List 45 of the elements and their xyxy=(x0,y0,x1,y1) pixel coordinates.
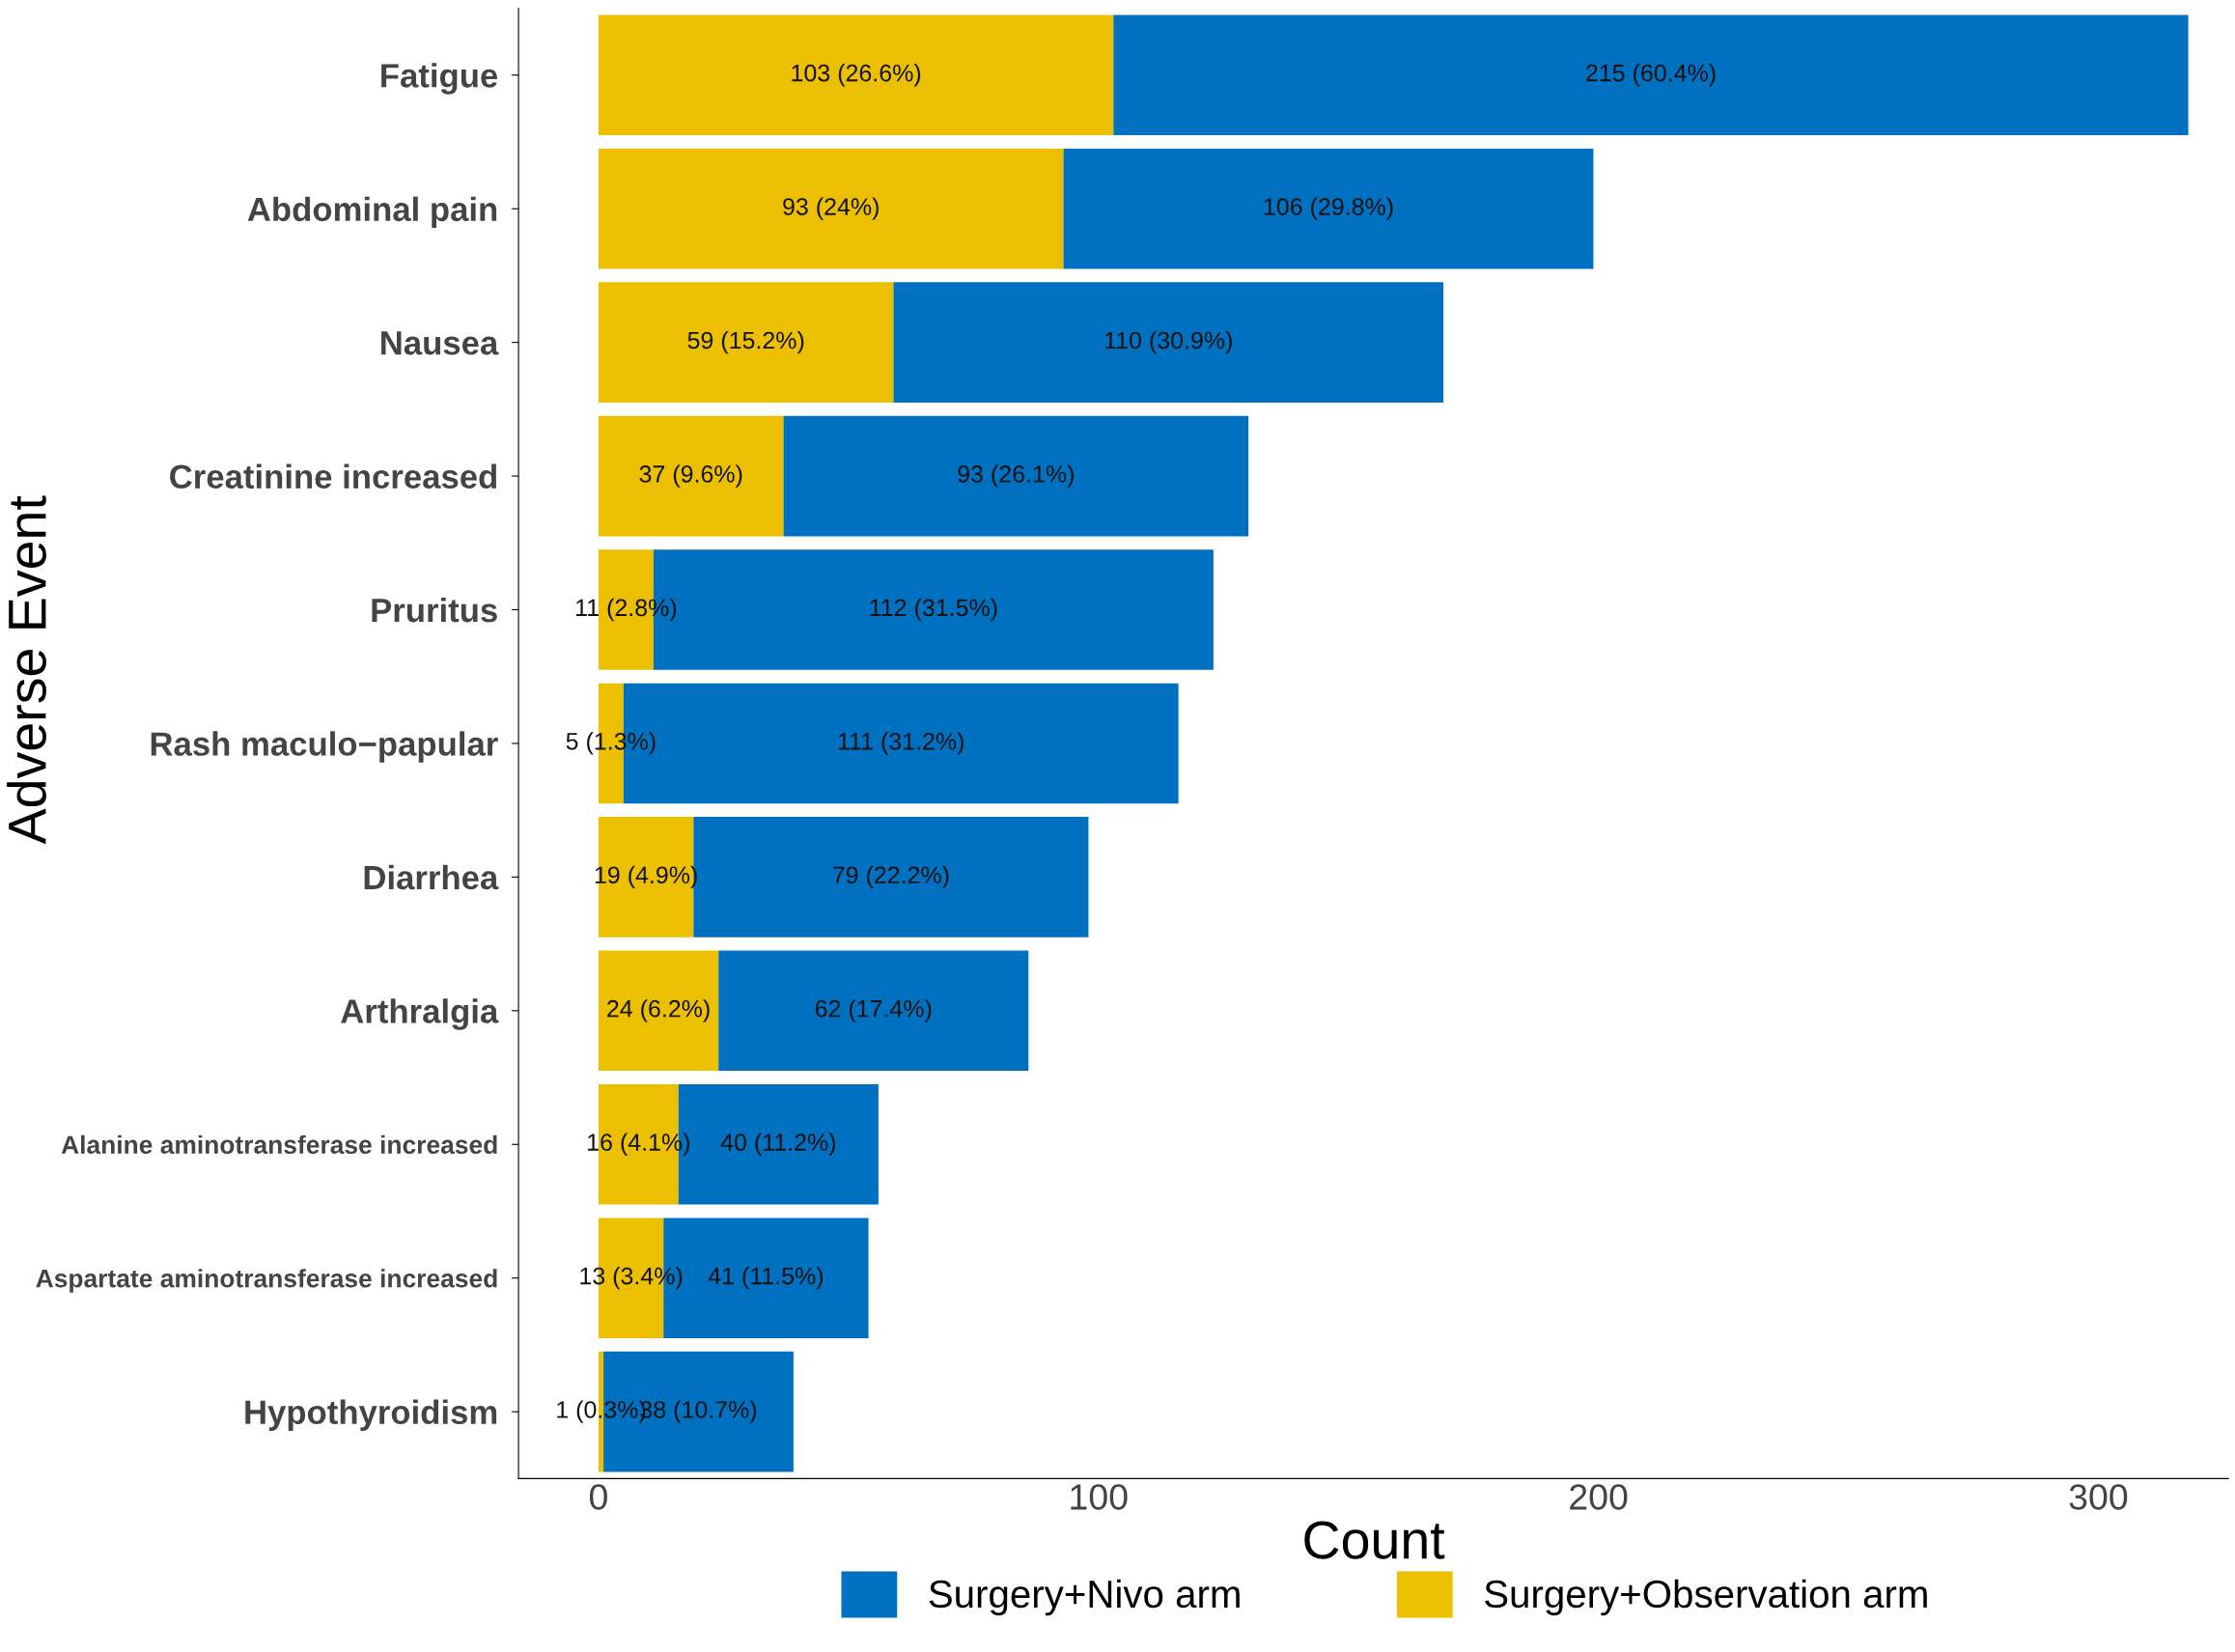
x-tick-label: 200 xyxy=(1570,1484,1628,1510)
y-tick-label: Abdominal pain xyxy=(247,196,497,228)
bar xyxy=(598,148,1064,269)
data-label: 110 (30.9%) xyxy=(1104,330,1232,354)
data-label: 106 (29.8%) xyxy=(1264,197,1393,220)
data-label: 62 (17.4%) xyxy=(815,999,932,1022)
y-tick-label: Nausea xyxy=(381,331,499,355)
y-axis-title: Adverse Event xyxy=(7,495,46,845)
bar xyxy=(598,415,784,537)
bar xyxy=(598,282,894,403)
data-label: 79 (22.2%) xyxy=(833,865,949,889)
bar xyxy=(1063,148,1594,269)
data-label: 59 (15.2%) xyxy=(687,330,804,354)
x-axis-title: Count xyxy=(1304,1521,1445,1559)
y-tick-label: Pruritus xyxy=(372,597,497,623)
data-label: 93 (26.1%) xyxy=(958,464,1074,488)
x-tick-label: 0 xyxy=(589,1484,607,1510)
bar xyxy=(893,282,1444,403)
legend-label: Surgery+Observation arm xyxy=(1485,1579,1927,1616)
y-tick-label: Rash maculo−papular xyxy=(151,731,498,763)
data-label: 24 (6.2%) xyxy=(607,999,710,1022)
bar xyxy=(783,415,1249,537)
legend-label: Surgery+Nivo arm xyxy=(929,1579,1240,1616)
y-tick-label: Aspartate aminotransferase increased xyxy=(36,1269,497,1293)
y-tick-label: Alanine aminotransferase increased xyxy=(61,1134,497,1155)
data-label: 93 (24%) xyxy=(783,197,879,220)
x-tick-label: 100 xyxy=(1071,1484,1128,1510)
y-tick-label: Creatinine increased xyxy=(170,463,496,489)
x-tick-label: 300 xyxy=(2069,1484,2128,1510)
y-tick-label: Arthralgia xyxy=(341,998,499,1030)
bar xyxy=(718,950,1029,1072)
data-label: 103 (26.6%) xyxy=(792,64,921,87)
data-label: 111 (31.2%) xyxy=(838,732,964,755)
data-label: 41 (11.5%) xyxy=(708,1267,824,1290)
bar xyxy=(598,950,719,1072)
data-label: 40 (11.2%) xyxy=(720,1133,836,1156)
data-label: 215 (60.4%) xyxy=(1586,64,1716,87)
y-tick-label: Fatigue xyxy=(381,63,498,95)
bar xyxy=(1113,14,2189,136)
y-tick-label: Diarrhea xyxy=(364,864,499,890)
data-label: 5 (1.3%) xyxy=(566,732,656,755)
data-label: 37 (9.6%) xyxy=(639,464,742,488)
bar xyxy=(598,14,1114,136)
data-label: 112 (31.5%) xyxy=(870,598,997,622)
y-tick-label: Hypothyroidism xyxy=(245,1399,497,1431)
